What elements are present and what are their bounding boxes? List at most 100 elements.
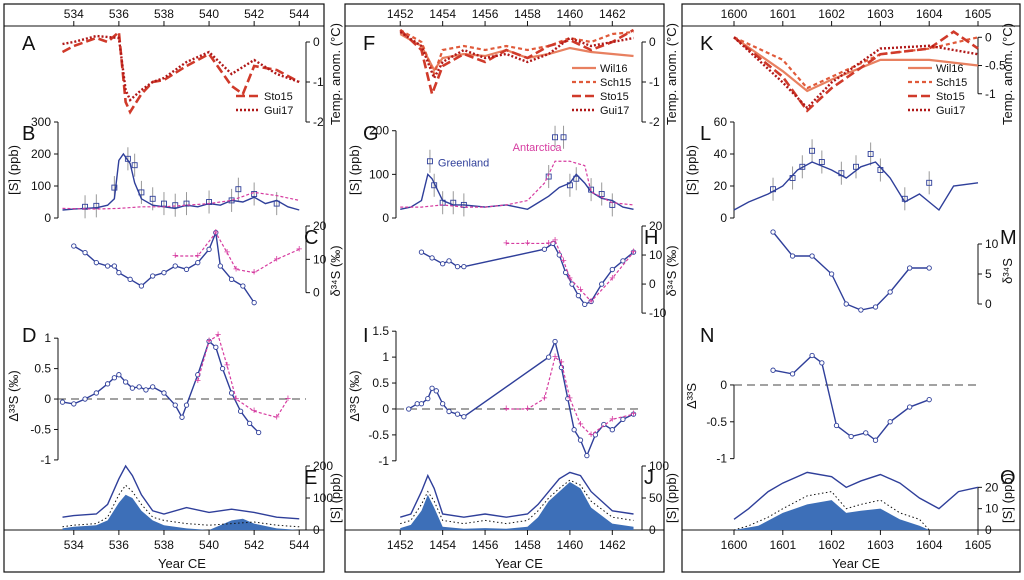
bottom-x-tick-label: 1456 xyxy=(472,538,499,552)
series-marker xyxy=(907,404,913,410)
y-tick-label: -10 xyxy=(649,306,667,320)
y-tick-label: -1 xyxy=(716,452,727,466)
panel-label: C xyxy=(304,227,318,249)
series-marker: + xyxy=(630,408,636,420)
bottom-x-tick-label: 1458 xyxy=(514,538,541,552)
y-tick-label: -0.5 xyxy=(706,415,727,429)
series-marker: + xyxy=(251,267,257,279)
series-marker: + xyxy=(195,375,201,387)
annotation-antarctica: Antarctica xyxy=(513,142,563,154)
series-marker xyxy=(206,246,212,252)
series-marker xyxy=(770,229,776,235)
y-tick-label: 1.5 xyxy=(372,324,389,338)
y-tick-label: 1 xyxy=(382,350,389,364)
series-marker xyxy=(122,379,129,385)
chart-column-A-E: 534 536 538 540 542 544 534 536 538 540 542 544 Year… xyxy=(3,3,343,573)
series-marker xyxy=(584,452,590,459)
series-marker xyxy=(71,243,77,249)
column-frame xyxy=(3,3,325,573)
series-marker xyxy=(828,271,835,277)
panel-E: E 0 100 200[S] (ppb) xyxy=(62,459,343,537)
bottom-x-tick-label: 1604 xyxy=(916,538,943,552)
series-marker xyxy=(136,384,142,390)
y-tick-label: -0.5 xyxy=(985,59,1006,73)
series-marker xyxy=(446,408,452,415)
series-line-Antarctica xyxy=(400,160,634,208)
top-x-tick-label: 1458 xyxy=(514,7,541,21)
panel-label: G xyxy=(363,123,379,145)
series-marker xyxy=(843,301,849,307)
legend-label: Wil16 xyxy=(936,63,964,75)
series-marker xyxy=(104,263,111,269)
series-marker xyxy=(592,432,598,438)
series-marker: + xyxy=(251,405,257,417)
y-tick-label: -1 xyxy=(985,87,996,101)
data-point xyxy=(183,200,190,207)
panel-G: G 0 100 200 [S] (ppb) Greenland Antarctica xyxy=(347,123,634,225)
series-marker xyxy=(93,260,99,266)
y-tick-label: -0.5 xyxy=(368,428,389,442)
series-line-Sto15 xyxy=(733,30,979,113)
series-marker xyxy=(620,258,626,264)
y-axis-label: Δ³³S (‰) xyxy=(347,370,362,421)
series-marker xyxy=(599,281,605,287)
series-marker: + xyxy=(567,272,573,284)
series-line-Gui17 xyxy=(62,34,300,102)
y-axis-label: [S] (ppb) xyxy=(347,145,362,195)
series-marker xyxy=(809,352,815,359)
panel-label: L xyxy=(700,123,711,145)
series-marker xyxy=(129,385,136,391)
series-line-Antarctica xyxy=(506,239,634,303)
y-tick-label: 10 xyxy=(985,502,999,516)
series-marker xyxy=(926,265,932,271)
series-marker: + xyxy=(558,356,564,368)
series-marker xyxy=(161,270,167,276)
top-x-tick-label: 1462 xyxy=(599,7,626,21)
panel-label: A xyxy=(22,33,36,55)
series-marker: + xyxy=(224,360,230,372)
data-point xyxy=(867,151,874,157)
series-marker xyxy=(246,420,253,427)
series-marker xyxy=(161,390,167,396)
series-marker xyxy=(609,266,615,273)
series-marker xyxy=(446,258,452,264)
data-point xyxy=(111,184,118,191)
series-marker xyxy=(111,375,118,381)
bottom-x-tick-label: 1601 xyxy=(769,538,796,552)
bottom-x-tick-label: 1454 xyxy=(429,538,456,552)
y-tick-label: 0 xyxy=(313,35,320,49)
x-axis-label: Year CE xyxy=(495,556,543,571)
series-marker: + xyxy=(609,413,615,425)
series-line-Antarctica xyxy=(62,191,300,210)
legend-label: Sto15 xyxy=(600,91,629,103)
series-line-Greenland xyxy=(408,339,634,458)
series-marker xyxy=(172,263,178,269)
series-line-Dotted xyxy=(733,491,978,531)
series-marker xyxy=(217,263,223,269)
y-axis-label: δ³⁴S (‰) xyxy=(664,245,679,296)
series-marker xyxy=(425,395,431,402)
series-marker: + xyxy=(577,284,583,296)
series-marker xyxy=(887,419,893,425)
data-point xyxy=(206,199,213,205)
series-marker: + xyxy=(541,393,547,405)
y-tick-label: -1 xyxy=(649,75,660,89)
series-marker xyxy=(858,307,864,313)
bottom-x-tick-label: 538 xyxy=(154,538,174,552)
x-axis-label: Year CE xyxy=(832,556,880,571)
series-marker xyxy=(887,289,893,295)
series-marker xyxy=(93,390,99,396)
y-tick-label: 10 xyxy=(649,248,663,262)
panel-M: M10 5 0 δ³⁴S xyxy=(770,227,1017,313)
panel-F: F 0 -1 -2 Temp. anom. (°C) Wil16 Sch15 Sto15 Gui… xyxy=(363,23,679,129)
y-tick-label: 0 xyxy=(649,35,656,49)
series-marker xyxy=(237,408,244,414)
series-marker: + xyxy=(560,255,566,267)
series-marker xyxy=(569,281,575,287)
legend-label: Wil16 xyxy=(600,63,628,75)
panel-label: J xyxy=(644,467,654,489)
top-x-tick-label: 1600 xyxy=(721,7,748,21)
data-point xyxy=(131,162,138,169)
